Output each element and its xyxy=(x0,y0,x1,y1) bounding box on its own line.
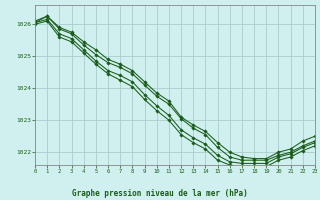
Text: Graphe pression niveau de la mer (hPa): Graphe pression niveau de la mer (hPa) xyxy=(72,189,248,198)
